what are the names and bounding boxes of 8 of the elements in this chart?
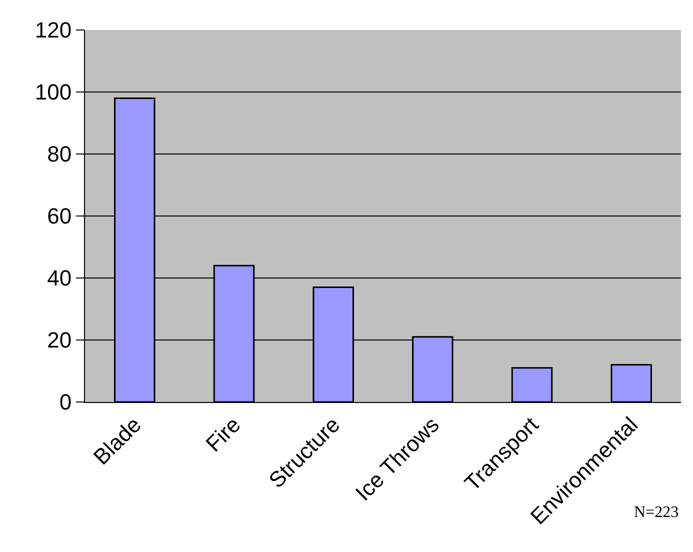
y-tick-label: 40 [47, 266, 72, 291]
x-tick-label: Fire [200, 412, 246, 457]
y-tick-label: 80 [47, 142, 72, 167]
y-tick-label: 20 [47, 328, 72, 353]
y-tick-label: 60 [47, 204, 72, 229]
y-tick-label: 100 [34, 80, 72, 105]
y-tick-label: 120 [34, 18, 72, 43]
y-tick-label: 0 [59, 390, 72, 415]
